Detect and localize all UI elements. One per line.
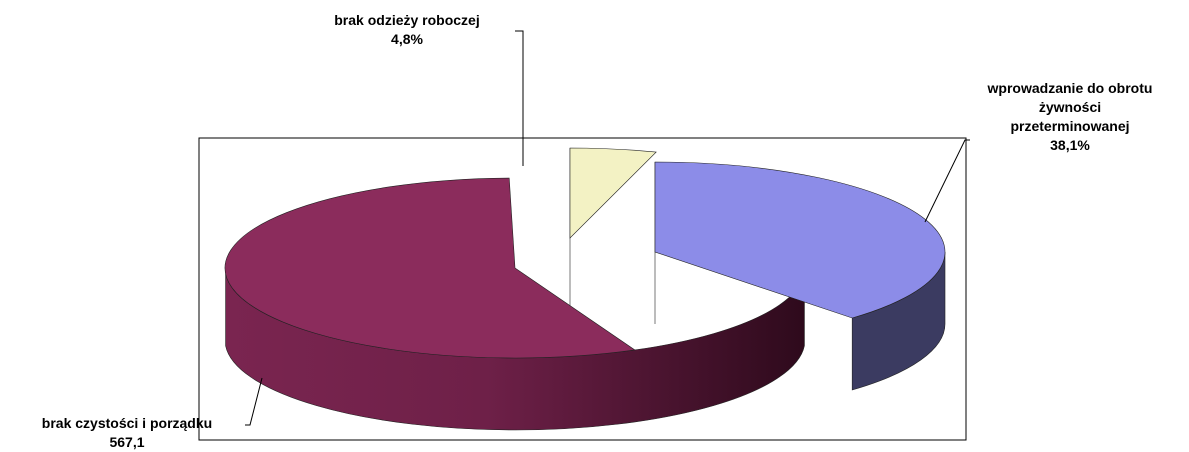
leader-line-yellow (515, 30, 524, 166)
label-blue-line2: żywności (1039, 99, 1101, 115)
slice-red-rim (225, 273, 805, 431)
label-red-value: 567,1 (109, 434, 144, 450)
data-labels: wprowadzanie do obrotu żywności przeterm… (42, 12, 1153, 450)
label-yellow-category: brak odzieży roboczej (334, 12, 479, 28)
slice-blue (654, 161, 946, 319)
leader-lines (245, 30, 970, 426)
plot-area-frame (198, 137, 967, 441)
slices-layer (224, 147, 946, 431)
label-blue-line3: przeterminowanej (1010, 118, 1129, 134)
slice-yellow (569, 147, 657, 239)
label-yellow-value: 4,8% (391, 31, 423, 47)
leader-line-blue (924, 139, 970, 223)
label-blue-value: 38,1% (1050, 137, 1090, 153)
label-red-category: brak czystości i porządku (42, 415, 212, 431)
slice-red (224, 177, 636, 359)
label-blue-line1: wprowadzanie do obrotu (987, 80, 1153, 96)
leader-line-red (245, 377, 263, 426)
